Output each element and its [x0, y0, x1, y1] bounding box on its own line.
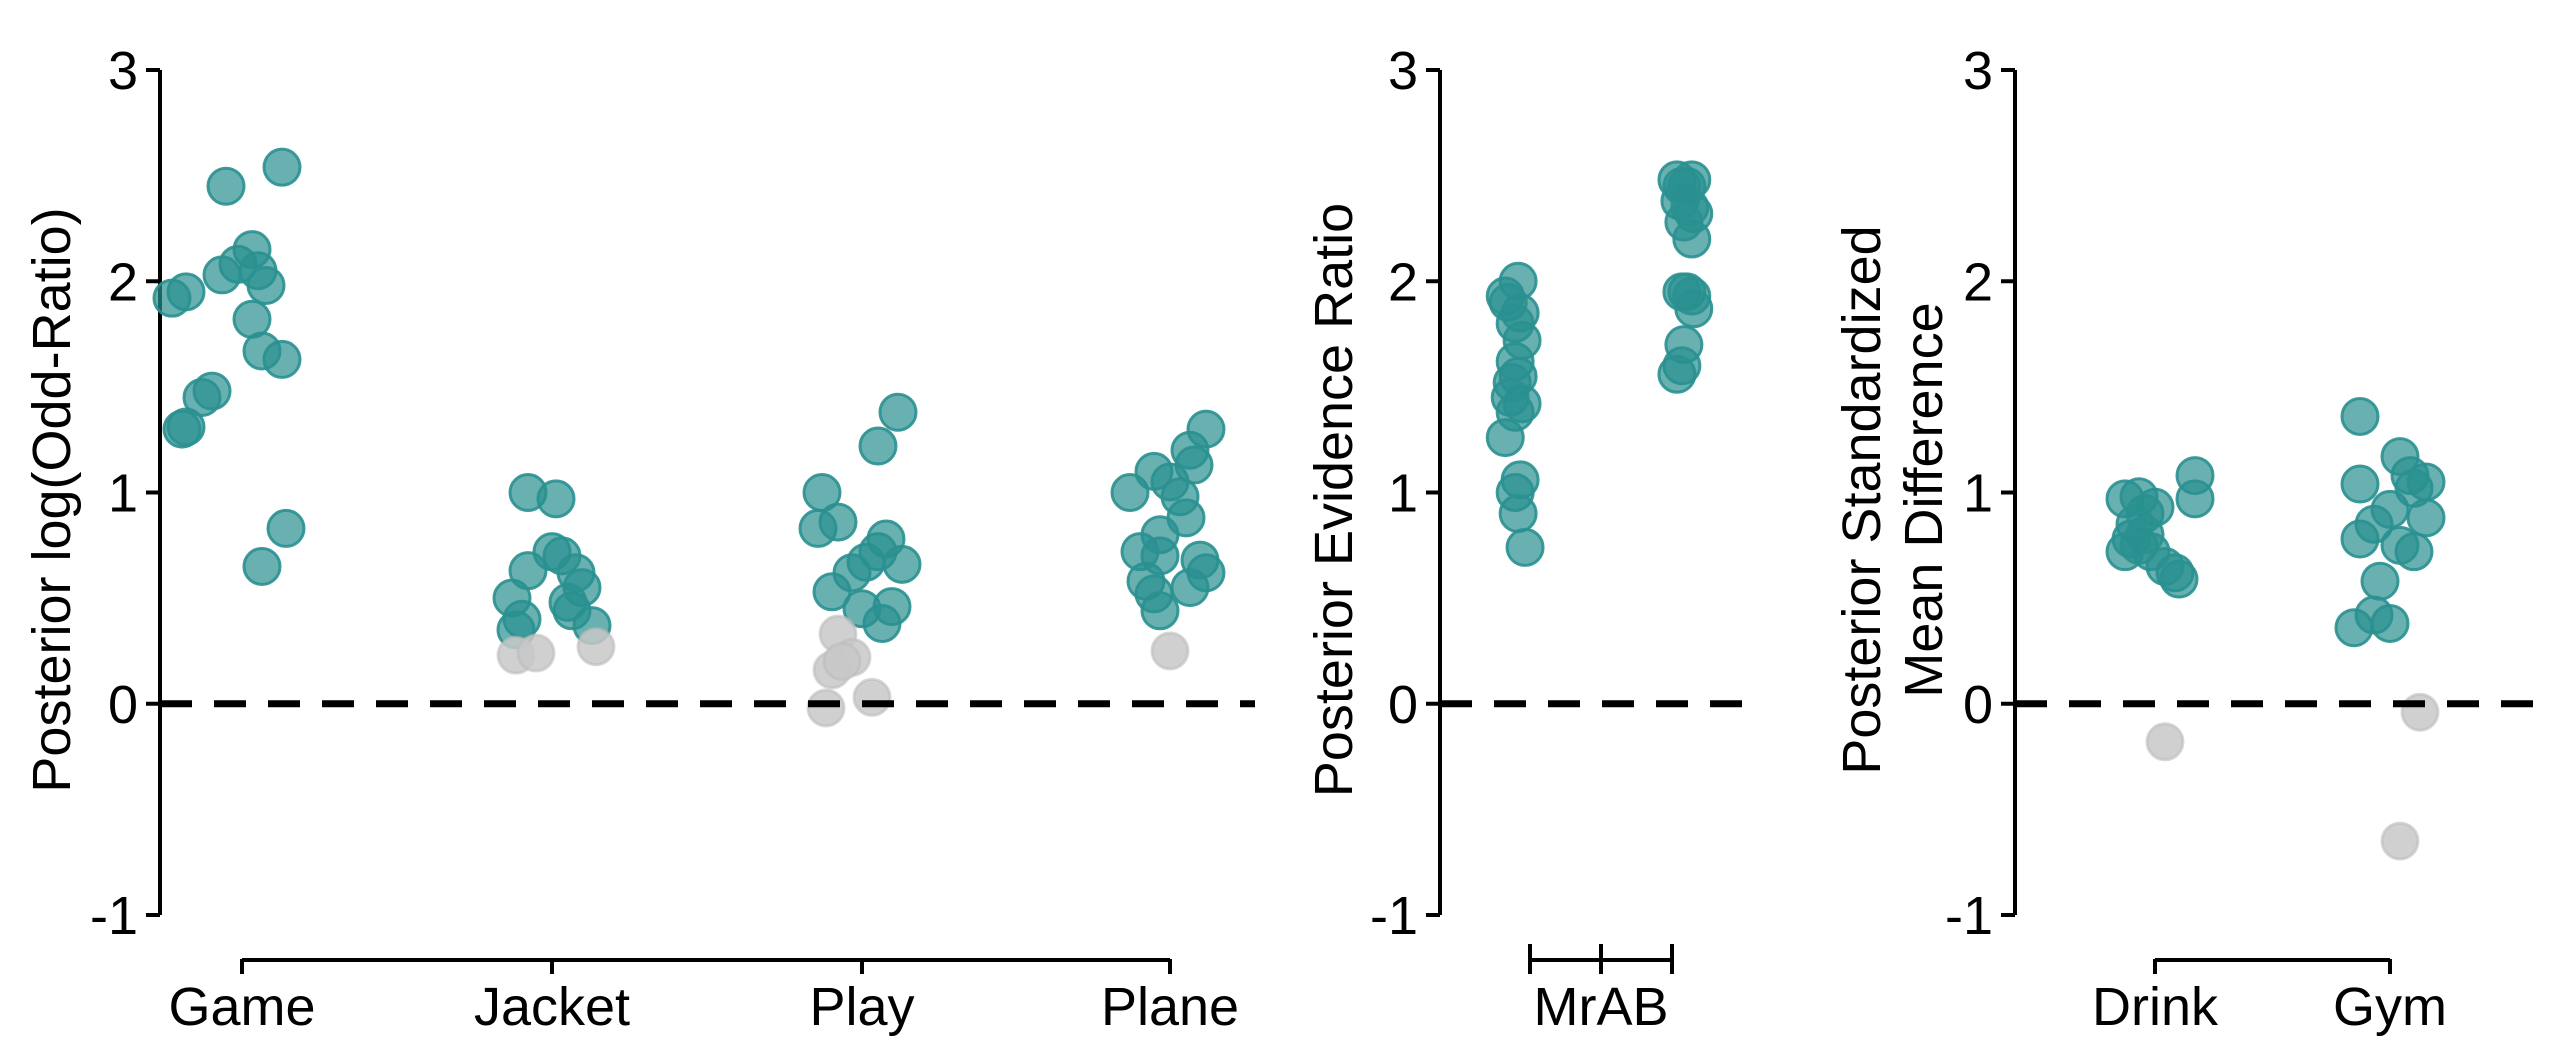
data-point-nonsignificant [576, 627, 616, 667]
data-point [2105, 532, 2145, 572]
data-point [818, 502, 858, 542]
y-tick-label: 1 [1388, 464, 1418, 524]
data-point [1657, 354, 1697, 394]
data-point [1166, 498, 1206, 538]
data-point [1170, 568, 1210, 608]
data-point [266, 508, 306, 548]
data-point [1505, 527, 1545, 567]
data-point [882, 544, 922, 584]
y-axis-label-line-2: Mean Difference [1894, 302, 1954, 697]
x-tick-label: Drink [2092, 977, 2219, 1037]
data-point [862, 603, 902, 643]
data-point-nonsignificant [822, 642, 862, 681]
y-axis-label-line-1: Posterior Standardized [1832, 225, 1892, 774]
data-point [1174, 445, 1214, 485]
data-point-nonsignificant [2400, 692, 2440, 732]
y-tick-label: 2 [1963, 252, 1993, 312]
data-point [2370, 603, 2410, 643]
data-point-nonsignificant [2380, 821, 2420, 861]
y-tick-label: 3 [108, 41, 138, 101]
data-point [1186, 409, 1226, 449]
data-point [262, 339, 302, 379]
x-tick-label: Jacket [474, 977, 630, 1037]
data-point [1140, 591, 1180, 631]
x-tick-label: Gym [2333, 977, 2447, 1037]
y-tick-label: 3 [1963, 41, 1993, 101]
data-point-nonsignificant [806, 688, 846, 728]
data-point [2406, 498, 2446, 538]
panel-evidence-ratio: Posterior Evidence Ratio -1 0 1 2 3 MrAB [1304, 41, 1760, 1037]
panel-standardized-mean-difference: Posterior Standardized Mean Difference -… [1832, 41, 2535, 1037]
y-tick-label: -1 [1945, 886, 1993, 946]
data-point [262, 147, 302, 187]
y-tick-label: 3 [1388, 41, 1418, 101]
y-tick-label: 0 [1388, 675, 1418, 735]
data-point [2394, 532, 2434, 572]
data-point [246, 265, 286, 305]
data-point [536, 479, 576, 519]
y-tick-label: 0 [108, 675, 138, 735]
y-tick-label: 0 [1963, 675, 1993, 735]
data-point [1674, 289, 1714, 329]
y-axis-label: Posterior log(Odd-Ratio) [22, 207, 82, 792]
points-group [1485, 160, 1714, 567]
data-point [166, 272, 206, 312]
y-tick-label: 1 [1963, 464, 1993, 524]
data-point [206, 166, 246, 206]
data-point [858, 426, 898, 466]
y-tick-label: -1 [90, 886, 138, 946]
data-point [2159, 559, 2199, 599]
y-tick-label: 2 [108, 252, 138, 312]
data-point [242, 546, 282, 586]
data-point-nonsignificant [852, 677, 892, 717]
points-group [152, 147, 1226, 728]
y-tick-label: 1 [108, 464, 138, 524]
data-point [182, 377, 222, 417]
data-point [2340, 519, 2380, 559]
data-point [2334, 608, 2374, 648]
x-tick-label: MrAB [1534, 977, 1669, 1037]
data-point-nonsignificant [516, 633, 556, 673]
x-tick-label: Play [809, 977, 914, 1037]
data-point [1672, 219, 1712, 259]
data-point [2340, 396, 2380, 436]
data-point [166, 407, 206, 447]
y-tick-label: -1 [1370, 886, 1418, 946]
data-point [812, 572, 852, 612]
points-group [2105, 396, 2446, 861]
x-tick-label: Plane [1101, 977, 1239, 1037]
data-point [1498, 494, 1538, 534]
data-point [2175, 479, 2215, 519]
data-point [552, 591, 592, 631]
x-tick-label: Game [168, 977, 315, 1037]
data-point [1485, 418, 1525, 458]
data-point [878, 392, 918, 432]
panel-log-odds-ratio: Posterior log(Odd-Ratio) -1 0 1 2 3 Game Jacke… [22, 41, 1255, 1037]
data-point [2340, 464, 2380, 504]
y-tick-label: 2 [1388, 252, 1418, 312]
data-point [2360, 561, 2400, 601]
y-axis-label: Posterior Evidence Ratio [1304, 203, 1364, 797]
data-point-nonsignificant [1150, 631, 1190, 671]
data-point-nonsignificant [2145, 722, 2185, 762]
